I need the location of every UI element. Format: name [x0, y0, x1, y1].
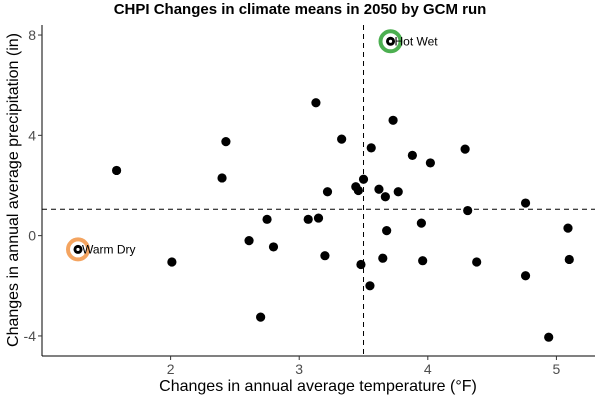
data-points: [66, 29, 574, 342]
data-point: [520, 198, 531, 208]
data-point: [221, 137, 231, 147]
point-annotation: Warm Dry: [82, 242, 136, 256]
chart-title: CHPI Changes in climate means in 2050 by…: [113, 1, 487, 18]
data-point-center: [388, 39, 393, 43]
data-point: [472, 257, 482, 267]
data-point: [111, 165, 122, 176]
data-point: [366, 143, 376, 153]
x-tick-label: 5: [553, 361, 561, 377]
data-point: [378, 253, 388, 263]
data-point: [262, 214, 272, 224]
data-point: [520, 271, 531, 281]
y-tick-label: 4: [28, 127, 36, 143]
data-point: [388, 115, 398, 125]
data-point: [167, 257, 177, 267]
data-point: [380, 192, 390, 202]
data-point-center: [76, 247, 80, 252]
data-point: [460, 144, 470, 154]
data-point: [564, 254, 574, 265]
data-point: [337, 134, 347, 144]
data-point: [356, 259, 366, 270]
y-tick-label: -4: [24, 328, 37, 344]
data-point: [303, 214, 313, 224]
y-tick-label: 0: [28, 228, 36, 244]
data-point: [382, 226, 392, 236]
y-tick-label: 8: [28, 27, 36, 43]
x-axis-label: Changes in annual average temperature (°…: [159, 378, 477, 395]
data-point: [416, 218, 426, 228]
data-point: [563, 223, 573, 233]
data-point: [322, 187, 333, 197]
axes: 2 3 4 5 -4 0 4 8: [24, 25, 595, 377]
data-point: [256, 312, 266, 322]
data-point: [374, 184, 384, 194]
data-point: [358, 174, 369, 184]
highlight-ring: [66, 237, 91, 262]
data-point: [393, 187, 403, 197]
data-point: [268, 242, 279, 252]
x-tick-label: 3: [295, 361, 303, 377]
x-tick-label: 2: [167, 361, 175, 377]
highlight-ring: [378, 29, 403, 54]
data-point: [353, 185, 363, 196]
point-annotation: Hot Wet: [395, 34, 439, 48]
x-tick-label: 4: [424, 361, 432, 377]
data-point: [217, 173, 227, 183]
data-point: [244, 236, 254, 246]
data-point: [311, 98, 321, 108]
data-point: [425, 158, 435, 168]
annotations: Warm Dry Hot Wet: [82, 34, 438, 256]
y-axis-label: Changes in annual average precipitation …: [5, 33, 22, 347]
data-point: [365, 281, 375, 291]
data-point: [313, 213, 324, 223]
data-point: [544, 332, 554, 342]
reference-lines: [42, 25, 595, 356]
data-point: [463, 205, 473, 216]
data-point: [418, 256, 428, 266]
data-point: [320, 251, 330, 261]
data-point: [407, 150, 417, 160]
